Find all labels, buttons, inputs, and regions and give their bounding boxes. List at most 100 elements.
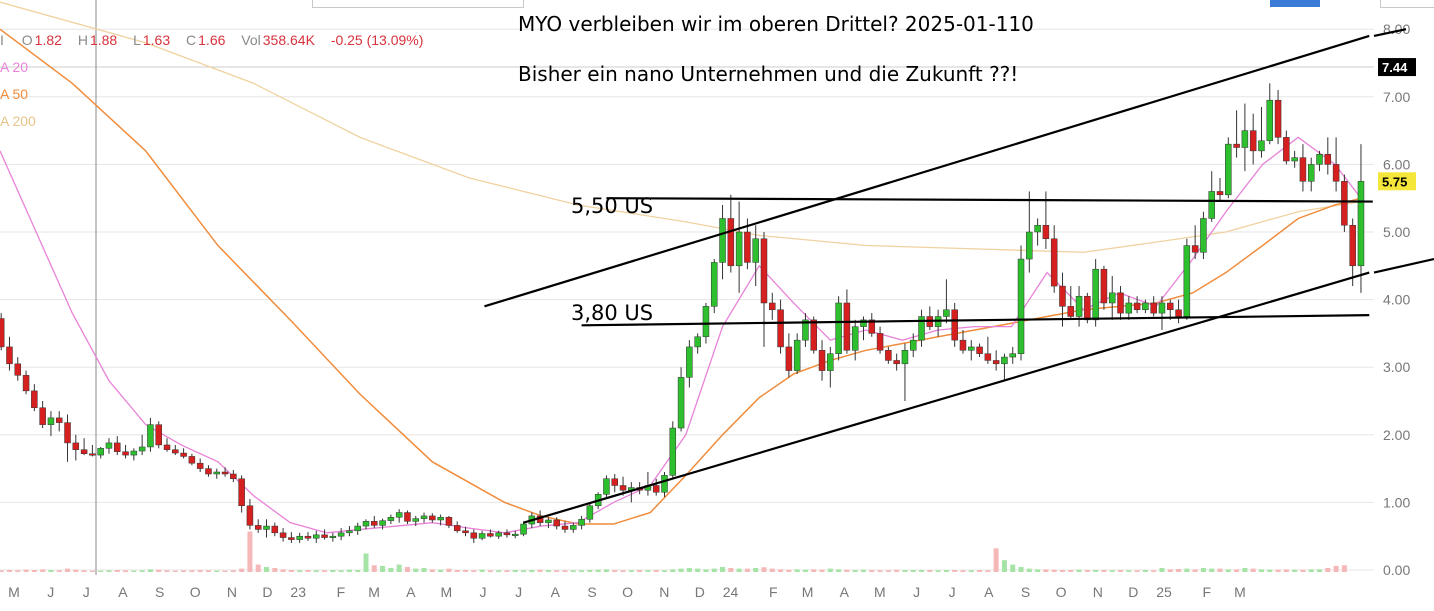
volume-bar [1126,570,1132,572]
volume-bar [487,570,493,572]
candle-body [329,535,337,538]
toolbar-button[interactable] [1380,0,1434,8]
candle-body [1283,137,1290,162]
volume-bar [1300,569,1306,572]
toolbar-button-active[interactable] [1270,0,1320,7]
level-label-high: 5,50 US [571,194,654,218]
candle-body [520,523,527,535]
ohlc-change: -0.25 (13.09%) [330,32,424,48]
x-tick-label: J [480,584,487,600]
candle-body [611,478,618,486]
candle-body [1341,181,1348,226]
candle-body [909,339,917,351]
volume-bar [280,569,286,572]
candle-body [1050,238,1058,287]
candle-body [885,350,892,361]
candle-body [901,350,909,365]
y-tick-label: 1.00 [1383,494,1410,510]
ohlc-readout: I O 1.82 H 1.88 L 1.63 C 1.66 Vol 358.64K -0.… [0,32,435,48]
volume-bar [73,569,79,572]
volume-bar [404,566,410,572]
x-tick-label: J [83,584,90,600]
volume-bar [728,567,734,572]
volume-bar [744,568,750,572]
candle-body [288,537,295,540]
candle-body [379,520,386,526]
candle-body [188,456,196,464]
volume-bar [977,569,983,572]
volume-bar [1317,569,1323,572]
candle-body [810,319,817,351]
candle-body [586,505,594,520]
candle-body [1167,302,1174,310]
volume-bar [214,570,220,572]
candle-body [221,471,229,475]
candle-body [0,318,5,348]
volume-bar [852,569,858,572]
high-price-label-bg [1378,58,1416,77]
toolbar-input-stub[interactable] [312,0,524,8]
candle-body [1001,356,1008,365]
candle-body [777,309,784,348]
candle-body [727,218,735,267]
volume-bar [1068,569,1074,572]
volume-bar [239,568,245,572]
candle-body [1274,99,1282,138]
candle-body [1258,140,1265,152]
volume-bar [181,570,187,572]
x-tick-label: M [441,584,453,600]
candle-body [561,525,569,530]
volume-bar [860,569,866,572]
volume-bar [885,570,891,572]
volume-bar [1184,568,1190,572]
volume-bar [1043,569,1049,572]
candle-body [213,471,221,475]
candle-body [114,442,121,452]
volume-bar [363,553,369,572]
volume-bar [413,568,419,572]
x-tick-label: M [874,584,886,600]
volume-bar [587,569,593,572]
candle-body [238,478,245,507]
volume-bar [1134,570,1140,572]
volume-bar [288,569,294,572]
candle-body [196,462,204,469]
volume-bar [81,570,87,572]
candle-body [744,231,751,263]
candle-body [843,302,851,351]
x-tick-label: S [155,584,164,600]
volume-bar [48,569,54,572]
volume-bar [6,569,12,572]
volume-bar [1283,569,1289,572]
volume-bar [1035,569,1041,572]
annotation-title: MYO verbleiben wir im oberen Drittel? 20… [518,12,1034,36]
candle-body [354,525,361,532]
ma200-legend[interactable]: A 200 [0,113,36,129]
candle-body [271,525,279,534]
candle-body [1026,231,1033,260]
ohlc-open-key: O [21,32,33,48]
x-tick-label: J [913,584,920,600]
candle-body [860,319,867,327]
x-tick-label: M [802,584,814,600]
y-tick-label: 5.00 [1383,224,1410,240]
volume-bar [661,570,667,572]
candle-body [802,319,809,341]
candle-body [321,534,328,538]
candle-body [80,449,88,454]
ma20-legend[interactable]: A 20 [0,59,29,75]
volume-bar [98,570,104,572]
volume-bar [346,569,352,572]
volume-bar [902,569,908,572]
volume-bar [678,568,684,572]
candle-body [893,360,900,365]
candle-body [968,346,975,351]
ma50-legend[interactable]: A 50 [0,86,29,102]
volume-bar [330,569,336,572]
volume-bar [952,569,958,572]
candle-body [72,442,80,450]
volume-bar [1176,568,1182,572]
volume-bar [446,568,452,572]
